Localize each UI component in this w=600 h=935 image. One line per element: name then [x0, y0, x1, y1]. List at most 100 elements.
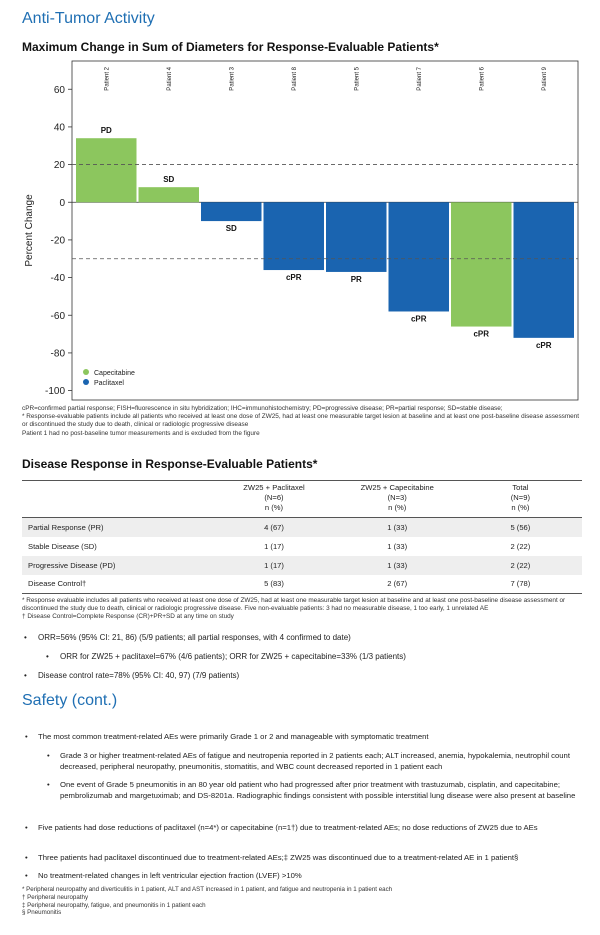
legend-entry: Capecitabine [94, 370, 135, 377]
bullet-safety: • No treatment-related changes in left v… [25, 871, 583, 882]
bullet-orr: • ORR=56% (95% CI: 21, 86) (5/9 patients… [24, 632, 583, 643]
response-label: PD [101, 126, 112, 135]
bullet-text: No treatment-related changes in left ven… [38, 871, 302, 880]
header-line: (N=3) [387, 493, 407, 502]
bullet-icon: • [25, 853, 28, 862]
y-tick-label: -20 [51, 235, 66, 246]
bullet-safety: • Three patients had paclitaxel disconti… [25, 853, 583, 864]
bar [138, 187, 199, 203]
bullet-text: Grade 3 or higher treatment-related AEs … [60, 751, 570, 771]
table-cell: 1 (33) [387, 541, 408, 551]
patient-label: Patient 6 [479, 66, 485, 90]
header-line: n (%) [511, 503, 530, 512]
waterfall-chart-svg: 60 40 20 0 -20 -40 -60 -80 -100 Percent Change PD P… [24, 60, 579, 401]
chart-footnote: Patient 1 had no post-baseline tumor mea… [22, 429, 260, 437]
chart-title: Maximum Change in Sum of Diameters for R… [22, 40, 439, 54]
table-row: Progressive Disease (PD) 1 (17) 1 (33) 2… [22, 555, 582, 575]
y-tick-label: 60 [54, 85, 66, 96]
patient-label: Patient 9 [542, 66, 548, 90]
table-row: Stable Disease (SD) 1 (17) 1 (33) 2 (22) [22, 537, 582, 556]
response-label: PR [351, 275, 362, 284]
response-label: cPR [473, 330, 489, 339]
y-tick-label: -40 [51, 273, 66, 284]
safety-footnote: § Pneumonitis [22, 909, 62, 917]
bar [513, 202, 574, 338]
patient-label: Patient 8 [292, 66, 298, 90]
safety-footnote: † Peripheral neuropathy [22, 893, 89, 901]
response-label: cPR [536, 341, 552, 350]
header-line: ZW25 + Capecitabine [360, 483, 434, 492]
response-label: cPR [411, 314, 427, 323]
bar [201, 202, 262, 222]
header-line: n (%) [264, 503, 284, 512]
patient-label: Patient 7 [417, 66, 423, 90]
header-line: Total [512, 483, 529, 492]
chart-footnote: cPR=confirmed partial response; FISH=flu… [22, 405, 503, 412]
table-row: Partial Response (PR) 4 (67) 1 (33) 5 (5… [22, 517, 582, 537]
table-cell: 5 (83) [264, 579, 284, 589]
chart-footnote: * Response-evaluable patients include al… [22, 413, 580, 429]
bullet-safety: • The most common treatment-related AEs … [25, 732, 583, 743]
disease-response-table: ZW25 + Paclitaxel (N=6) n (%) ZW25 + Cap… [22, 480, 582, 594]
patient-label: Patient 3 [229, 66, 235, 90]
row-label: Partial Response (PR) [22, 517, 213, 537]
waterfall-chart: 60 40 20 0 -20 -40 -60 -80 -100 Percent Change PD P… [20, 58, 585, 403]
bullet-text: Three patients had paclitaxel discontinu… [38, 853, 519, 862]
bullet-text: One event of Grade 5 pneumonitis in an 8… [60, 780, 576, 800]
bullet-icon: • [25, 823, 28, 832]
bullet-dcr: • Disease control rate=78% (95% CI: 40, … [24, 670, 583, 681]
bullet-text: ORR=56% (95% CI: 21, 86) (5/9 patients; … [38, 633, 351, 642]
patient-label: Patient 2 [104, 66, 110, 90]
legend-marker [83, 379, 89, 385]
legend-entry: Paclitaxel [94, 380, 124, 387]
table-footnotes: * Response evaluable includes all patien… [22, 597, 582, 622]
plot-frame [71, 60, 579, 401]
table-title: Disease Response in Response-Evaluable P… [22, 457, 318, 471]
section-title-anti-tumor: Anti-Tumor Activity [22, 10, 155, 27]
bullet-icon: • [47, 751, 50, 760]
table-cell: 1 (33) [335, 555, 459, 575]
safety-footnote: ‡ Peripheral neuropathy, fatigue, and pn… [22, 901, 206, 909]
table-header-paclitaxel: ZW25 + Paclitaxel (N=6) n (%) [212, 481, 335, 518]
table-footnote: * Response evaluable includes all patien… [22, 597, 566, 613]
y-tick-label: -60 [51, 311, 66, 322]
header-line: (N=6) [264, 493, 284, 502]
table-row: Disease Control† 5 (83) 2 (67) 7 (78) [22, 575, 582, 594]
bullet-orr-detail: • ORR for ZW25 + paclitaxel=67% (4/6 pat… [46, 651, 580, 662]
table-cell: 2 (22) [510, 541, 531, 551]
bullet-text: Disease control rate=78% (95% CI: 40, 97… [38, 671, 240, 680]
table-header-row: ZW25 + Paclitaxel (N=6) n (%) ZW25 + Cap… [22, 480, 582, 518]
bullet-safety: • One event of Grade 5 pneumonitis in an… [47, 780, 582, 801]
patient-label: Patient 4 [167, 66, 173, 90]
bullet-icon: • [46, 652, 49, 661]
bullet-text: The most common treatment-related AEs we… [38, 732, 429, 741]
bullet-safety: • Grade 3 or higher treatment-related AE… [47, 751, 582, 772]
table-header-empty [22, 481, 212, 518]
bullet-icon: • [47, 780, 50, 789]
y-tick-label: 20 [54, 160, 66, 171]
bullet-safety: • Five patients had dose reductions of p… [25, 823, 583, 834]
bullet-icon: • [25, 732, 28, 741]
bar [451, 202, 512, 327]
bar [76, 138, 137, 203]
response-label: SD [163, 175, 174, 184]
row-label: Progressive Disease (PD) [22, 555, 213, 575]
table-cell: 1 (17) [212, 555, 336, 575]
table-cell: 7 (78) [510, 579, 531, 589]
bar [388, 202, 449, 312]
section-title-safety: Safety (cont.) [22, 692, 118, 709]
legend-marker [83, 369, 89, 375]
bar [326, 202, 387, 272]
y-axis-label: Percent Change [24, 194, 35, 267]
response-label: SD [226, 224, 237, 233]
y-tick-label: -80 [51, 348, 66, 359]
table-footnote: † Disease Control=Complete Response (CR)… [22, 613, 234, 621]
response-label: cPR [286, 273, 302, 282]
table-cell: 4 (67) [212, 517, 336, 537]
table-cell: 1 (33) [335, 517, 459, 537]
header-line: ZW25 + Paclitaxel [243, 483, 305, 492]
chart-footnotes: cPR=confirmed partial response; FISH=flu… [22, 405, 582, 438]
table-header-total: Total (N=9) n (%) [459, 481, 582, 518]
safety-footnote: * Peripheral neuropathy and diverticulit… [22, 886, 393, 893]
bullet-icon: • [24, 633, 27, 642]
